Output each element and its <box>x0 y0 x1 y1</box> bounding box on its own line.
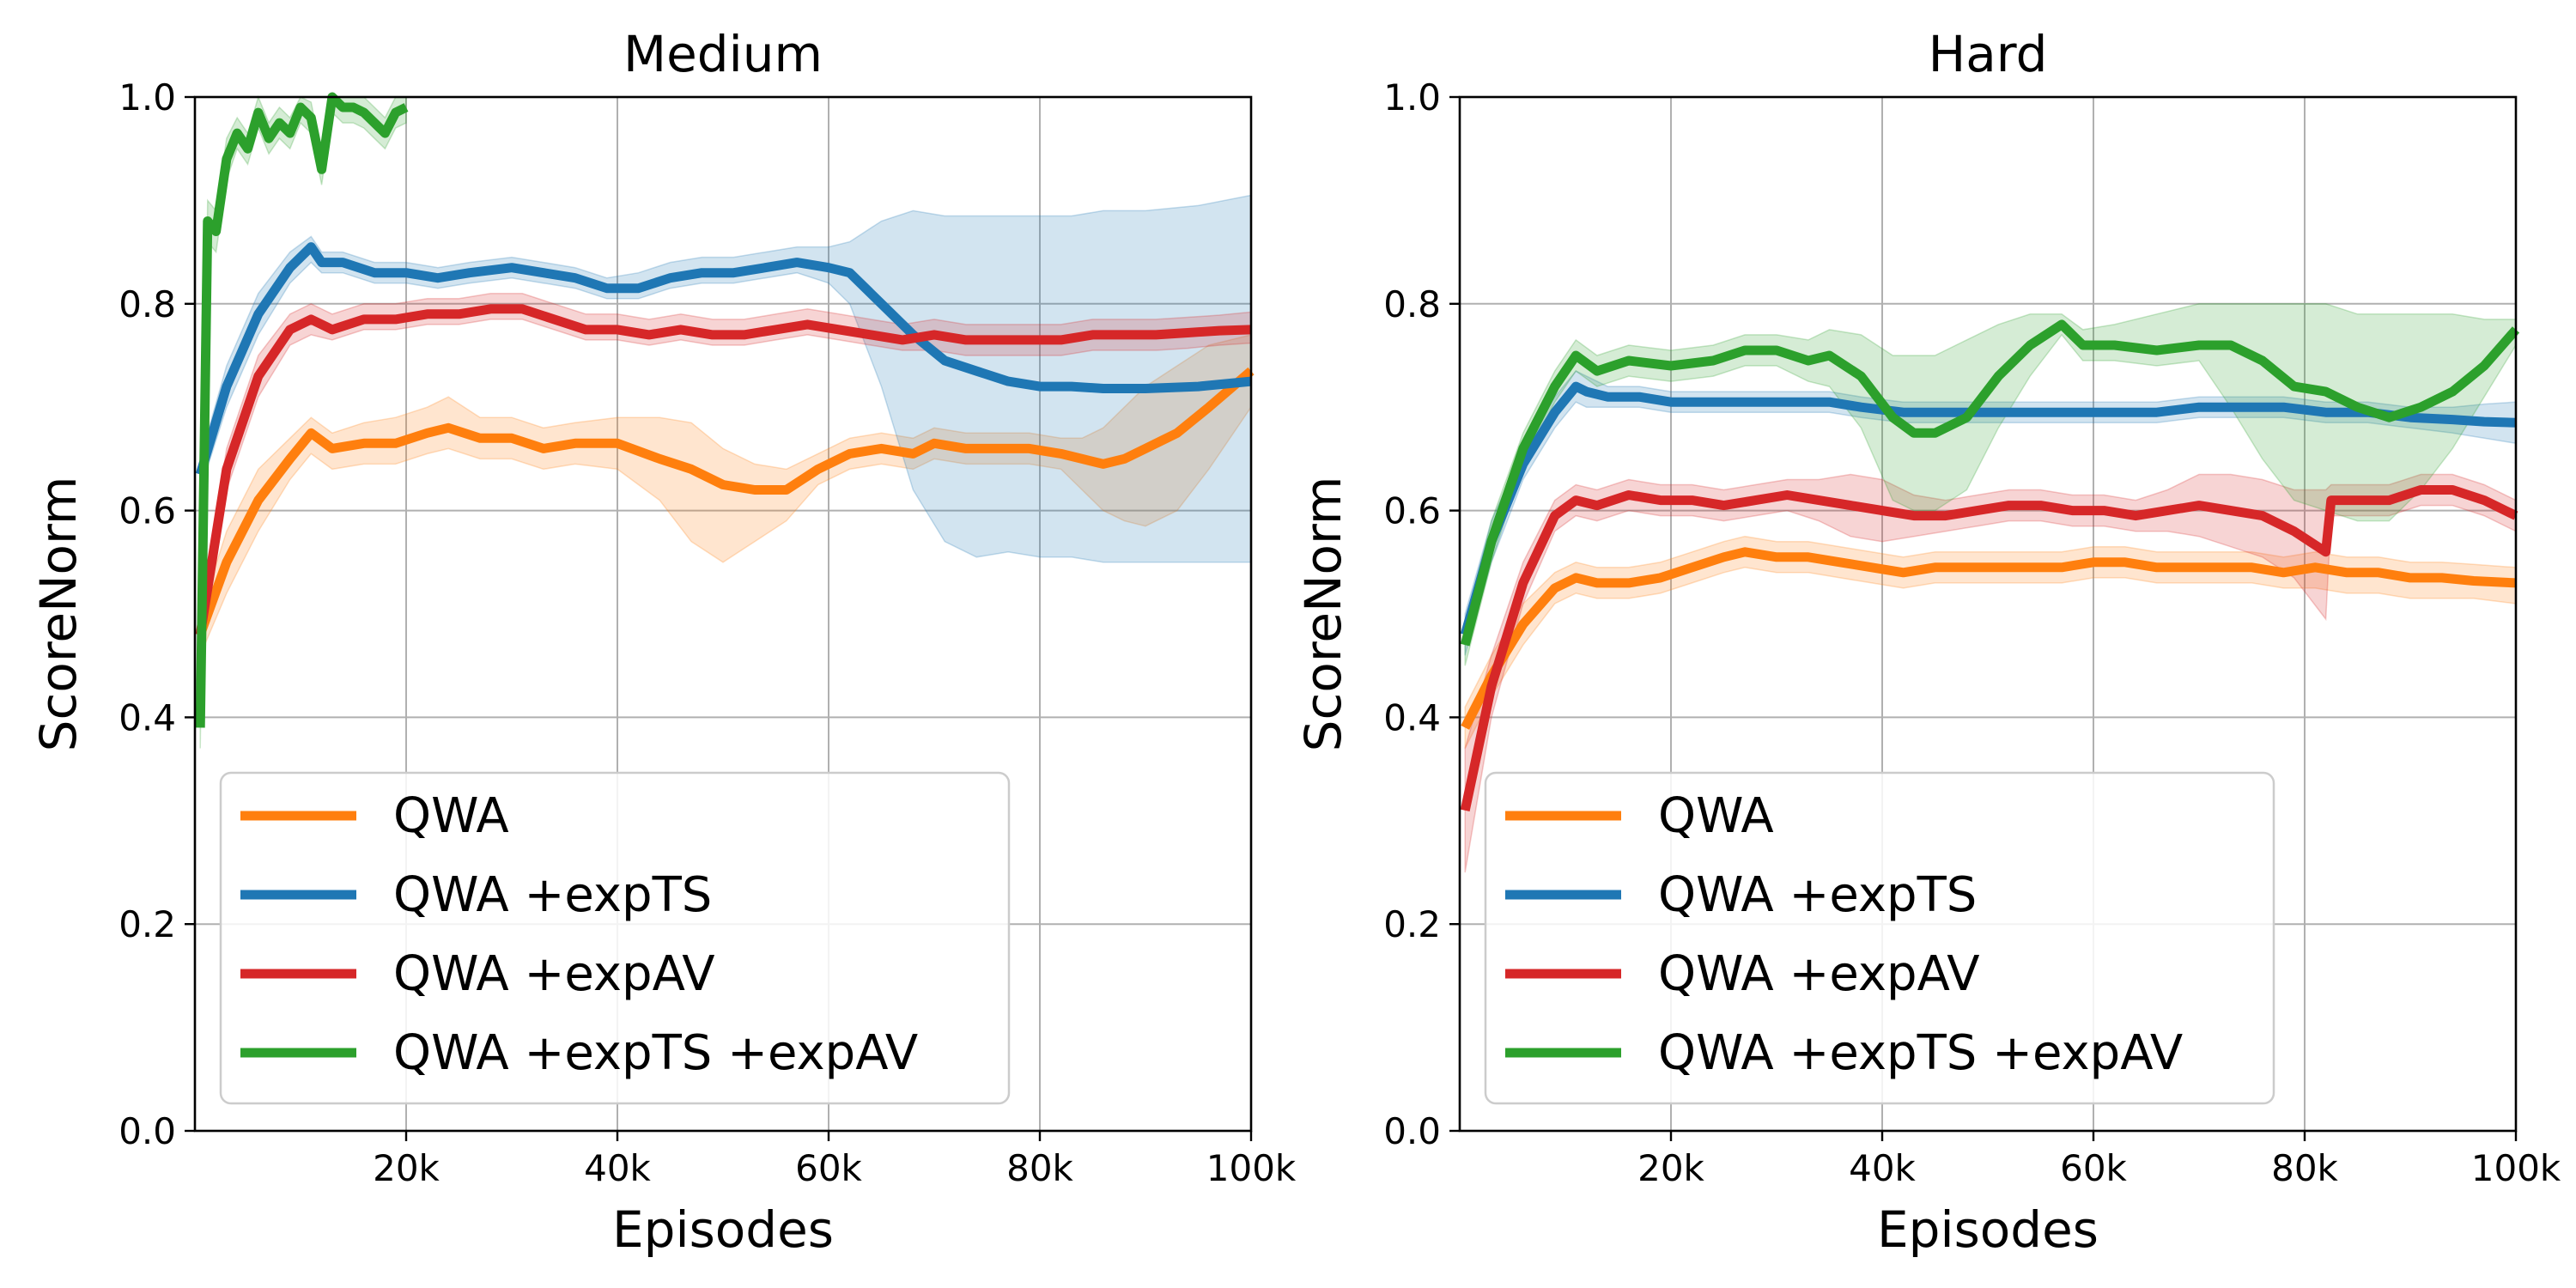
ticks-hard: 20k 40k 60k 80k 100k 0.0 0.2 0.4 0.6 0.8 1.0 <box>1383 76 2561 1189</box>
axes-frame-medium <box>193 95 1253 1133</box>
line-qwa-expav-medium <box>195 304 1252 635</box>
chart-title-medium: Medium <box>623 25 823 83</box>
line-qwa-expts-hard <box>1460 381 2517 636</box>
x-tick-label-hard: 60k <box>2060 1147 2127 1189</box>
legend-label-qwa-expts: QWA +expTS <box>393 867 712 923</box>
y-tick-label-medium: 0.8 <box>118 283 176 325</box>
legend-medium: QWA QWA +expTS QWA +expAV QWA +expTS +ex… <box>219 771 1011 1105</box>
x-tick-label-hard: 40k <box>1849 1147 1916 1189</box>
chart-title-hard: Hard <box>1929 25 2048 83</box>
line-qwa-hard <box>1461 547 2517 730</box>
legend-box-medium <box>219 771 1011 1105</box>
x-tick-label-hard: 100k <box>2471 1147 2561 1189</box>
y-tick-label-hard: 0.0 <box>1383 1110 1441 1152</box>
legend-label-qwa: QWA <box>1658 788 1774 844</box>
x-tick-label-medium: 100k <box>1206 1147 1297 1189</box>
line-qwa-medium <box>196 367 1255 636</box>
y-tick-label-medium: 1.0 <box>118 76 176 118</box>
y-tick-label-hard: 0.6 <box>1383 490 1441 532</box>
y-tick-label-medium: 0.6 <box>118 490 176 532</box>
x-tick-label-medium: 60k <box>795 1147 862 1189</box>
x-tick-label-hard: 80k <box>2271 1147 2338 1189</box>
y-tick-label-medium: 0.2 <box>118 903 176 945</box>
bands-medium <box>199 94 1252 749</box>
legend-label-qwa-expts-expav: QWA +expTS +expAV <box>393 1025 918 1081</box>
y-tick-label-hard: 0.4 <box>1383 696 1441 738</box>
y-tick-label-medium: 0.0 <box>118 1110 176 1152</box>
line-qwa-expts-expav-medium <box>195 92 409 728</box>
x-axis-label-hard: Episodes <box>1877 1200 2099 1259</box>
line-qwa-expts-medium <box>195 242 1252 477</box>
lines-medium <box>195 92 1255 728</box>
legend-label-qwa: QWA <box>393 788 509 844</box>
x-tick-label-medium: 40k <box>584 1147 651 1189</box>
legend-label-qwa-expts: QWA +expTS <box>1658 867 1977 923</box>
x-tick-label-medium: 20k <box>373 1147 440 1189</box>
line-qwa-expts-expav-hard <box>1460 319 2520 647</box>
line-qwa-expav-hard <box>1460 485 2518 811</box>
x-tick-label-medium: 80k <box>1006 1147 1073 1189</box>
legend-label-qwa-expav: QWA +expAV <box>393 946 715 1002</box>
y-tick-label-hard: 1.0 <box>1383 76 1441 118</box>
axes-frame-hard <box>1458 95 2518 1133</box>
legend-label-qwa-expav: QWA +expAV <box>1658 946 1980 1002</box>
legend-label-qwa-expts-expav: QWA +expTS +expAV <box>1658 1025 2183 1081</box>
y-axis-label-hard: ScoreNorm <box>1294 477 1352 752</box>
x-axis-label-medium: Episodes <box>612 1200 834 1259</box>
y-tick-label-hard: 0.2 <box>1383 903 1441 945</box>
y-axis-label-medium: ScoreNorm <box>29 477 88 752</box>
y-tick-label-medium: 0.4 <box>118 696 176 738</box>
legend-hard: QWA QWA +expTS QWA +expAV QWA +expTS +ex… <box>1484 771 2275 1105</box>
ticks-medium: 20k 40k 60k 80k 100k 0.0 0.2 0.4 0.6 0.8 1.0 <box>118 76 1297 1189</box>
panel-medium: 20k 40k 60k 80k 100k 0.0 0.2 0.4 0.6 0.8 1.0 Mediu… <box>29 25 1297 1259</box>
legend-box-hard <box>1484 771 2275 1105</box>
lines-hard <box>1460 319 2520 811</box>
y-tick-label-hard: 0.8 <box>1383 283 1441 325</box>
x-tick-label-hard: 20k <box>1637 1147 1704 1189</box>
